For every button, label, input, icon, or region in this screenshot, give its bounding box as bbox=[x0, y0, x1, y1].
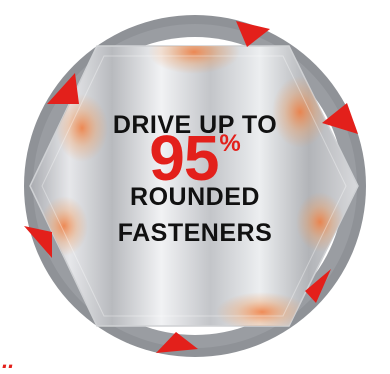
rounded-edge-glow bbox=[148, 46, 240, 74]
drive-arrow bbox=[305, 269, 331, 303]
hex-fastener bbox=[29, 45, 359, 327]
headline-line-4: FASTENERS bbox=[117, 219, 273, 247]
footer-mark: .. bbox=[2, 348, 15, 373]
drive-arrow bbox=[47, 73, 79, 104]
percent-sign: % bbox=[219, 130, 241, 157]
percentage-number: 95 bbox=[149, 122, 219, 194]
drive-arrow bbox=[322, 103, 358, 134]
headline-line-3: ROUNDED bbox=[130, 183, 260, 211]
rounded-edge-glow bbox=[216, 292, 308, 326]
drive-arrow bbox=[236, 21, 270, 47]
headline-line-1: DRIVE UP TO bbox=[112, 111, 278, 139]
drive-arrows bbox=[24, 21, 358, 353]
rounded-edge-glow bbox=[296, 192, 344, 252]
drive-arrow bbox=[156, 332, 198, 353]
rounded-edge-glow bbox=[56, 94, 108, 162]
drive-arrow bbox=[24, 226, 52, 258]
percentage-figure: 95% bbox=[0, 126, 390, 190]
